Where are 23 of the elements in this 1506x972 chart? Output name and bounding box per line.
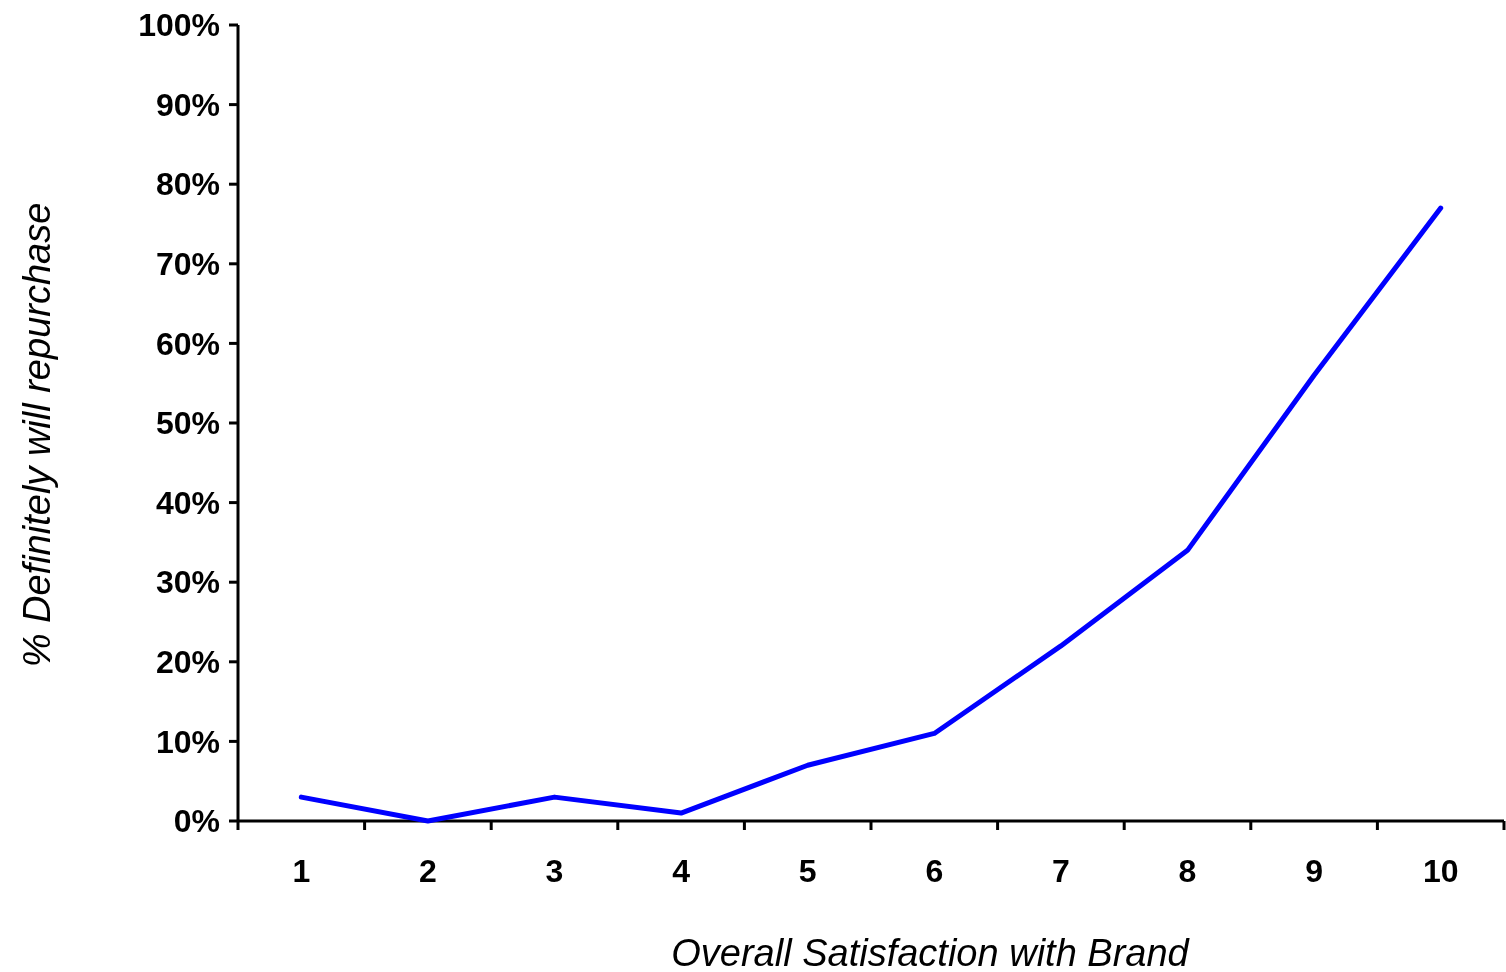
y-tick-label: 50% bbox=[155, 405, 220, 442]
x-tick-label: 5 bbox=[798, 853, 817, 889]
y-tick-label: 20% bbox=[155, 644, 220, 680]
y-tick-label: 30% bbox=[155, 564, 220, 601]
x-tick-label: 4 bbox=[672, 853, 691, 889]
y-tick-label: 0% bbox=[173, 803, 220, 840]
y-tick-label: 70% bbox=[155, 246, 220, 282]
x-tick-label: 7 bbox=[1052, 853, 1070, 889]
x-tick-label: 8 bbox=[1178, 853, 1197, 889]
y-tick-label: 60% bbox=[155, 325, 220, 362]
x-tick-label: 2 bbox=[419, 853, 437, 889]
x-tick-label: 3 bbox=[545, 853, 564, 889]
y-tick-label: 100% bbox=[138, 7, 220, 44]
x-axis-title: Overall Satisfaction with Brand bbox=[671, 932, 1191, 972]
y-tick-label: 40% bbox=[155, 484, 220, 521]
y-tick-label: 80% bbox=[155, 166, 220, 203]
y-tick-label: 90% bbox=[155, 86, 220, 123]
x-tick-label: 6 bbox=[925, 853, 944, 889]
y-tick-label: 10% bbox=[155, 723, 220, 760]
x-tick-label: 1 bbox=[292, 853, 311, 889]
x-tick-label: 10 bbox=[1422, 853, 1459, 889]
y-axis-title: % Definitely will repurchase bbox=[16, 202, 58, 668]
x-tick-label: 9 bbox=[1305, 853, 1323, 889]
